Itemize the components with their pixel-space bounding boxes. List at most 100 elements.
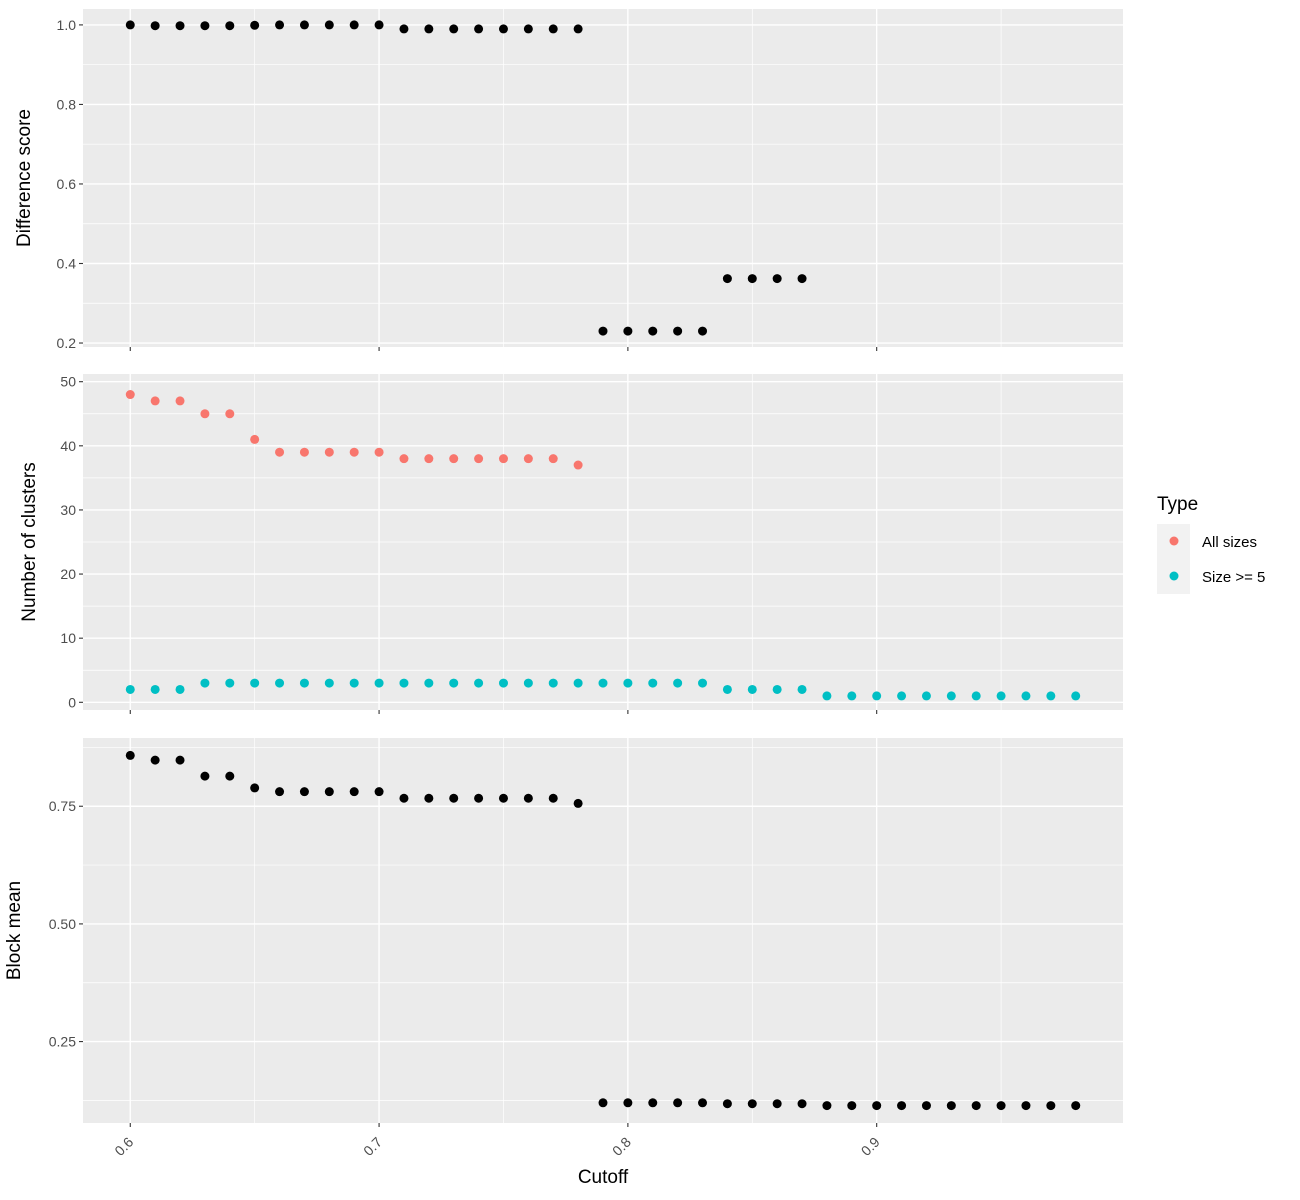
data-point	[424, 678, 434, 688]
data-point	[747, 274, 757, 284]
data-point	[449, 793, 459, 803]
data-point	[698, 678, 708, 688]
y-tick-label: 0.75	[49, 798, 76, 814]
data-point	[698, 1098, 708, 1108]
data-point	[573, 678, 583, 688]
data-point	[498, 793, 508, 803]
y-tick-label: 0.50	[49, 916, 76, 932]
data-point	[374, 447, 384, 457]
data-point	[1021, 1101, 1031, 1111]
data-point	[847, 691, 857, 701]
panel-top: 0.2 0.4 0.6 0.8 1.0 Difference score	[14, 9, 1123, 351]
data-point	[349, 787, 359, 797]
data-point	[623, 1098, 633, 1108]
data-point	[175, 396, 185, 406]
data-point	[474, 24, 484, 34]
panel-background	[83, 738, 1123, 1123]
legend: Type All sizes Size >= 5	[1157, 494, 1265, 594]
data-point	[946, 691, 956, 701]
data-point	[399, 454, 409, 464]
y-tick-label: 0	[68, 694, 76, 710]
data-point	[897, 691, 907, 701]
data-point	[996, 1101, 1006, 1111]
data-point	[498, 24, 508, 34]
data-point	[722, 274, 732, 284]
chart-panels: 0.2 0.4 0.6 0.8 1.0 Difference score 0 10 20 30 40…	[4, 9, 1123, 1159]
data-point	[125, 390, 135, 400]
data-point	[225, 678, 235, 688]
data-point	[424, 24, 434, 34]
legend-label-size-ge-5: Size >= 5	[1202, 569, 1265, 586]
data-point	[175, 684, 185, 694]
legend-key-all-sizes	[1169, 536, 1179, 546]
series-size-5	[125, 678, 1081, 701]
data-point	[523, 678, 533, 688]
data-point	[474, 793, 484, 803]
y-tick-label: 0.6	[57, 176, 77, 192]
data-point	[1046, 691, 1056, 701]
data-point	[498, 454, 508, 464]
data-point	[225, 771, 235, 781]
data-point	[449, 454, 459, 464]
data-point	[349, 447, 359, 457]
data-point	[548, 678, 558, 688]
data-point	[275, 787, 285, 797]
data-point	[971, 691, 981, 701]
data-point	[548, 24, 558, 34]
series-all-sizes	[125, 390, 583, 470]
data-point	[250, 678, 260, 688]
data-point	[623, 678, 633, 688]
data-point	[797, 1099, 807, 1109]
y-tick-label: 30	[60, 502, 76, 518]
data-point	[200, 21, 210, 31]
data-point	[548, 454, 558, 464]
legend-key-size-ge-5	[1169, 571, 1179, 581]
data-point	[150, 755, 160, 765]
data-point	[822, 1101, 832, 1111]
y-tick-label: 1.0	[57, 17, 77, 33]
data-point	[200, 678, 210, 688]
y-axis-title: Number of clusters	[19, 462, 40, 621]
data-point	[299, 20, 309, 30]
data-point	[150, 396, 160, 406]
data-point	[598, 678, 608, 688]
data-point	[374, 678, 384, 688]
data-point	[722, 1099, 732, 1109]
data-point	[474, 678, 484, 688]
data-point	[598, 326, 608, 336]
data-point	[648, 1098, 658, 1108]
data-point	[299, 678, 309, 688]
data-point	[573, 24, 583, 34]
data-point	[498, 678, 508, 688]
x-tick-label: 0.8	[609, 1134, 634, 1159]
data-point	[847, 1101, 857, 1111]
data-point	[125, 684, 135, 694]
data-point	[648, 326, 658, 336]
data-point	[573, 460, 583, 470]
data-point	[225, 409, 235, 419]
data-point	[573, 798, 583, 808]
data-point	[598, 1098, 608, 1108]
data-point	[324, 20, 334, 30]
data-point	[175, 21, 185, 31]
data-point	[424, 793, 434, 803]
data-point	[200, 771, 210, 781]
data-point	[1021, 691, 1031, 701]
data-point	[698, 326, 708, 336]
data-point	[822, 691, 832, 701]
data-point	[946, 1101, 956, 1111]
data-point	[921, 1101, 931, 1111]
x-tick-label: 0.6	[111, 1134, 136, 1159]
data-point	[921, 691, 931, 701]
data-point	[324, 787, 334, 797]
data-point	[250, 783, 260, 793]
data-point	[225, 21, 235, 31]
data-point	[175, 755, 185, 765]
data-point	[399, 24, 409, 34]
data-point	[424, 454, 434, 464]
data-point	[399, 678, 409, 688]
data-point	[250, 20, 260, 30]
data-point	[374, 787, 384, 797]
data-point	[374, 20, 384, 30]
